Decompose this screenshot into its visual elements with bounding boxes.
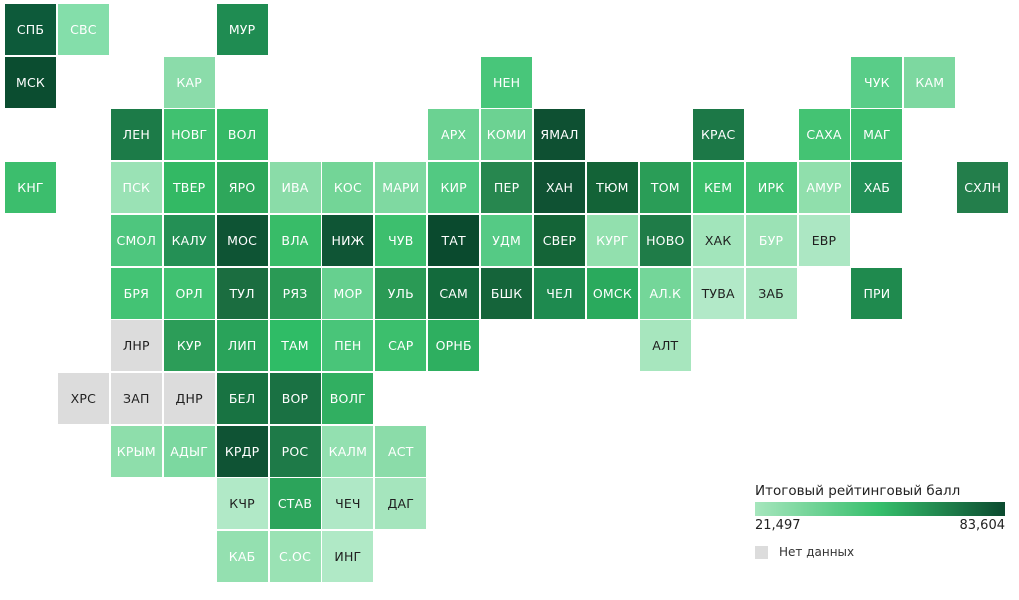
region-tile[interactable]: ТАТ xyxy=(428,214,480,266)
region-tile[interactable]: КАР xyxy=(163,56,215,108)
region-tile[interactable]: КНГ xyxy=(5,162,56,214)
region-tile[interactable]: КРАС xyxy=(692,109,744,161)
region-tile[interactable]: С.ОС xyxy=(269,531,321,582)
region-tile[interactable]: СПБ xyxy=(5,4,56,55)
legend-title: Итоговый рейтинговый балл xyxy=(755,483,961,499)
region-tile[interactable]: КОМИ xyxy=(481,109,533,161)
region-tile[interactable]: ЗАБ xyxy=(745,267,797,319)
region-tile[interactable]: БШК xyxy=(481,267,533,319)
region-tile[interactable]: ОРЛ xyxy=(163,267,215,319)
region-tile[interactable]: МСК xyxy=(5,56,56,108)
region-tile[interactable]: ВОЛГ xyxy=(322,372,374,424)
region-tile[interactable]: ВОР xyxy=(269,372,321,424)
region-tile[interactable]: ИВА xyxy=(269,162,321,214)
region-tile[interactable]: ВОЛ xyxy=(216,109,268,161)
region-tile[interactable]: КОС xyxy=(322,162,374,214)
region-tile[interactable]: БУР xyxy=(745,214,797,266)
region-tile[interactable]: КАЛМ xyxy=(322,425,374,477)
region-tile[interactable]: ХАБ xyxy=(851,162,903,214)
legend-no-data-label: Нет данных xyxy=(779,545,855,559)
region-tile[interactable]: ТУВА xyxy=(692,267,744,319)
region-tile[interactable]: БЕЛ xyxy=(216,372,268,424)
region-tile[interactable]: КАБ xyxy=(216,531,268,582)
region-tile[interactable]: ЯРО xyxy=(216,162,268,214)
region-tile[interactable]: КЕМ xyxy=(692,162,744,214)
legend-gradient-bar xyxy=(755,502,1005,516)
region-tile[interactable]: ТАМ xyxy=(269,320,321,372)
region-tile[interactable]: МОР xyxy=(322,267,374,319)
region-tile[interactable]: УДМ xyxy=(481,214,533,266)
region-tile[interactable]: ЧЕЛ xyxy=(534,267,585,319)
region-tile[interactable]: ОМСК xyxy=(586,267,638,319)
region-tile[interactable]: САР xyxy=(375,320,427,372)
legend-no-data: Нет данных xyxy=(755,545,1007,559)
region-tile[interactable]: МАРИ xyxy=(375,162,427,214)
legend-min-label: 21,497 xyxy=(755,518,801,533)
region-tile[interactable]: КУР xyxy=(163,320,215,372)
region-tile[interactable]: СВЕР xyxy=(534,214,585,266)
region-tile[interactable]: САМ xyxy=(428,267,480,319)
region-tile[interactable]: АДЫГ xyxy=(163,425,215,477)
region-tile[interactable]: ВЛА xyxy=(269,214,321,266)
region-tile[interactable]: САХА xyxy=(798,109,850,161)
region-tile[interactable]: ЧУВ xyxy=(375,214,427,266)
region-tile[interactable]: ТОМ xyxy=(639,162,691,214)
region-tile[interactable]: РОС xyxy=(269,425,321,477)
region-tile[interactable]: НОВГ xyxy=(163,109,215,161)
region-tile[interactable]: КУРГ xyxy=(586,214,638,266)
region-tile[interactable]: ХАН xyxy=(534,162,585,214)
region-tile[interactable]: ДАГ xyxy=(375,478,427,530)
region-tile[interactable]: ЛИП xyxy=(216,320,268,372)
region-tile[interactable]: МУР xyxy=(216,4,268,55)
region-tile[interactable]: НОВО xyxy=(639,214,691,266)
region-tile[interactable]: КАМ xyxy=(904,56,956,108)
region-tile[interactable]: КРЫМ xyxy=(110,425,162,477)
region-tile[interactable]: МОС xyxy=(216,214,268,266)
region-tile[interactable]: ТВЕР xyxy=(163,162,215,214)
region-tile[interactable]: РЯЗ xyxy=(269,267,321,319)
region-tile[interactable]: КАЛУ xyxy=(163,214,215,266)
color-legend: Итоговый рейтинговый балл 21,497 83,604 … xyxy=(755,482,1007,559)
legend-max-label: 83,604 xyxy=(959,518,1006,533)
region-tile[interactable]: ПРИ xyxy=(851,267,903,319)
region-tile[interactable]: АСТ xyxy=(375,425,427,477)
region-tile[interactable]: ЛЕН xyxy=(110,109,162,161)
region-tile[interactable]: АЛ.К xyxy=(639,267,691,319)
region-tile[interactable]: ХАК xyxy=(692,214,744,266)
region-tile[interactable]: ЧУК xyxy=(851,56,903,108)
region-tile[interactable]: АМУР xyxy=(798,162,850,214)
region-tile[interactable]: АРХ xyxy=(428,109,480,161)
region-tile[interactable]: ЯМАЛ xyxy=(534,109,585,161)
region-tile[interactable]: ПЕР xyxy=(481,162,533,214)
region-tile[interactable]: ИНГ xyxy=(322,531,374,582)
region-tile[interactable]: СВС xyxy=(57,4,109,55)
no-data-swatch xyxy=(755,545,768,559)
region-tile[interactable]: СМОЛ xyxy=(110,214,162,266)
region-tile[interactable]: НИЖ xyxy=(322,214,374,266)
region-tile[interactable]: МАГ xyxy=(851,109,903,161)
region-tile[interactable]: СТАВ xyxy=(269,478,321,530)
region-tile[interactable]: АЛТ xyxy=(639,320,691,372)
region-tile[interactable]: УЛЬ xyxy=(375,267,427,319)
region-tile[interactable]: ТУЛ xyxy=(216,267,268,319)
region-tile[interactable]: ХРС xyxy=(57,372,109,424)
region-tile[interactable]: СХЛН xyxy=(957,162,1009,214)
region-tile[interactable]: ТЮМ xyxy=(586,162,638,214)
region-tile[interactable]: КРДР xyxy=(216,425,268,477)
region-tile[interactable]: КЧР xyxy=(216,478,268,530)
region-tile[interactable]: ПСК xyxy=(110,162,162,214)
region-tile[interactable]: ОРНБ xyxy=(428,320,480,372)
region-tile[interactable]: БРЯ xyxy=(110,267,162,319)
region-tile[interactable]: ДНР xyxy=(163,372,215,424)
region-tile[interactable]: ЧЕЧ xyxy=(322,478,374,530)
legend-ticks: 21,497 83,604 xyxy=(755,518,1007,536)
region-tile[interactable]: ПЕН xyxy=(322,320,374,372)
region-tile[interactable]: ЕВР xyxy=(798,214,850,266)
region-tile[interactable]: ЗАП xyxy=(110,372,162,424)
region-tile[interactable]: НЕН xyxy=(481,56,533,108)
region-tile[interactable]: ИРК xyxy=(745,162,797,214)
region-tile[interactable]: КИР xyxy=(428,162,480,214)
region-tile[interactable]: ЛНР xyxy=(110,320,162,372)
